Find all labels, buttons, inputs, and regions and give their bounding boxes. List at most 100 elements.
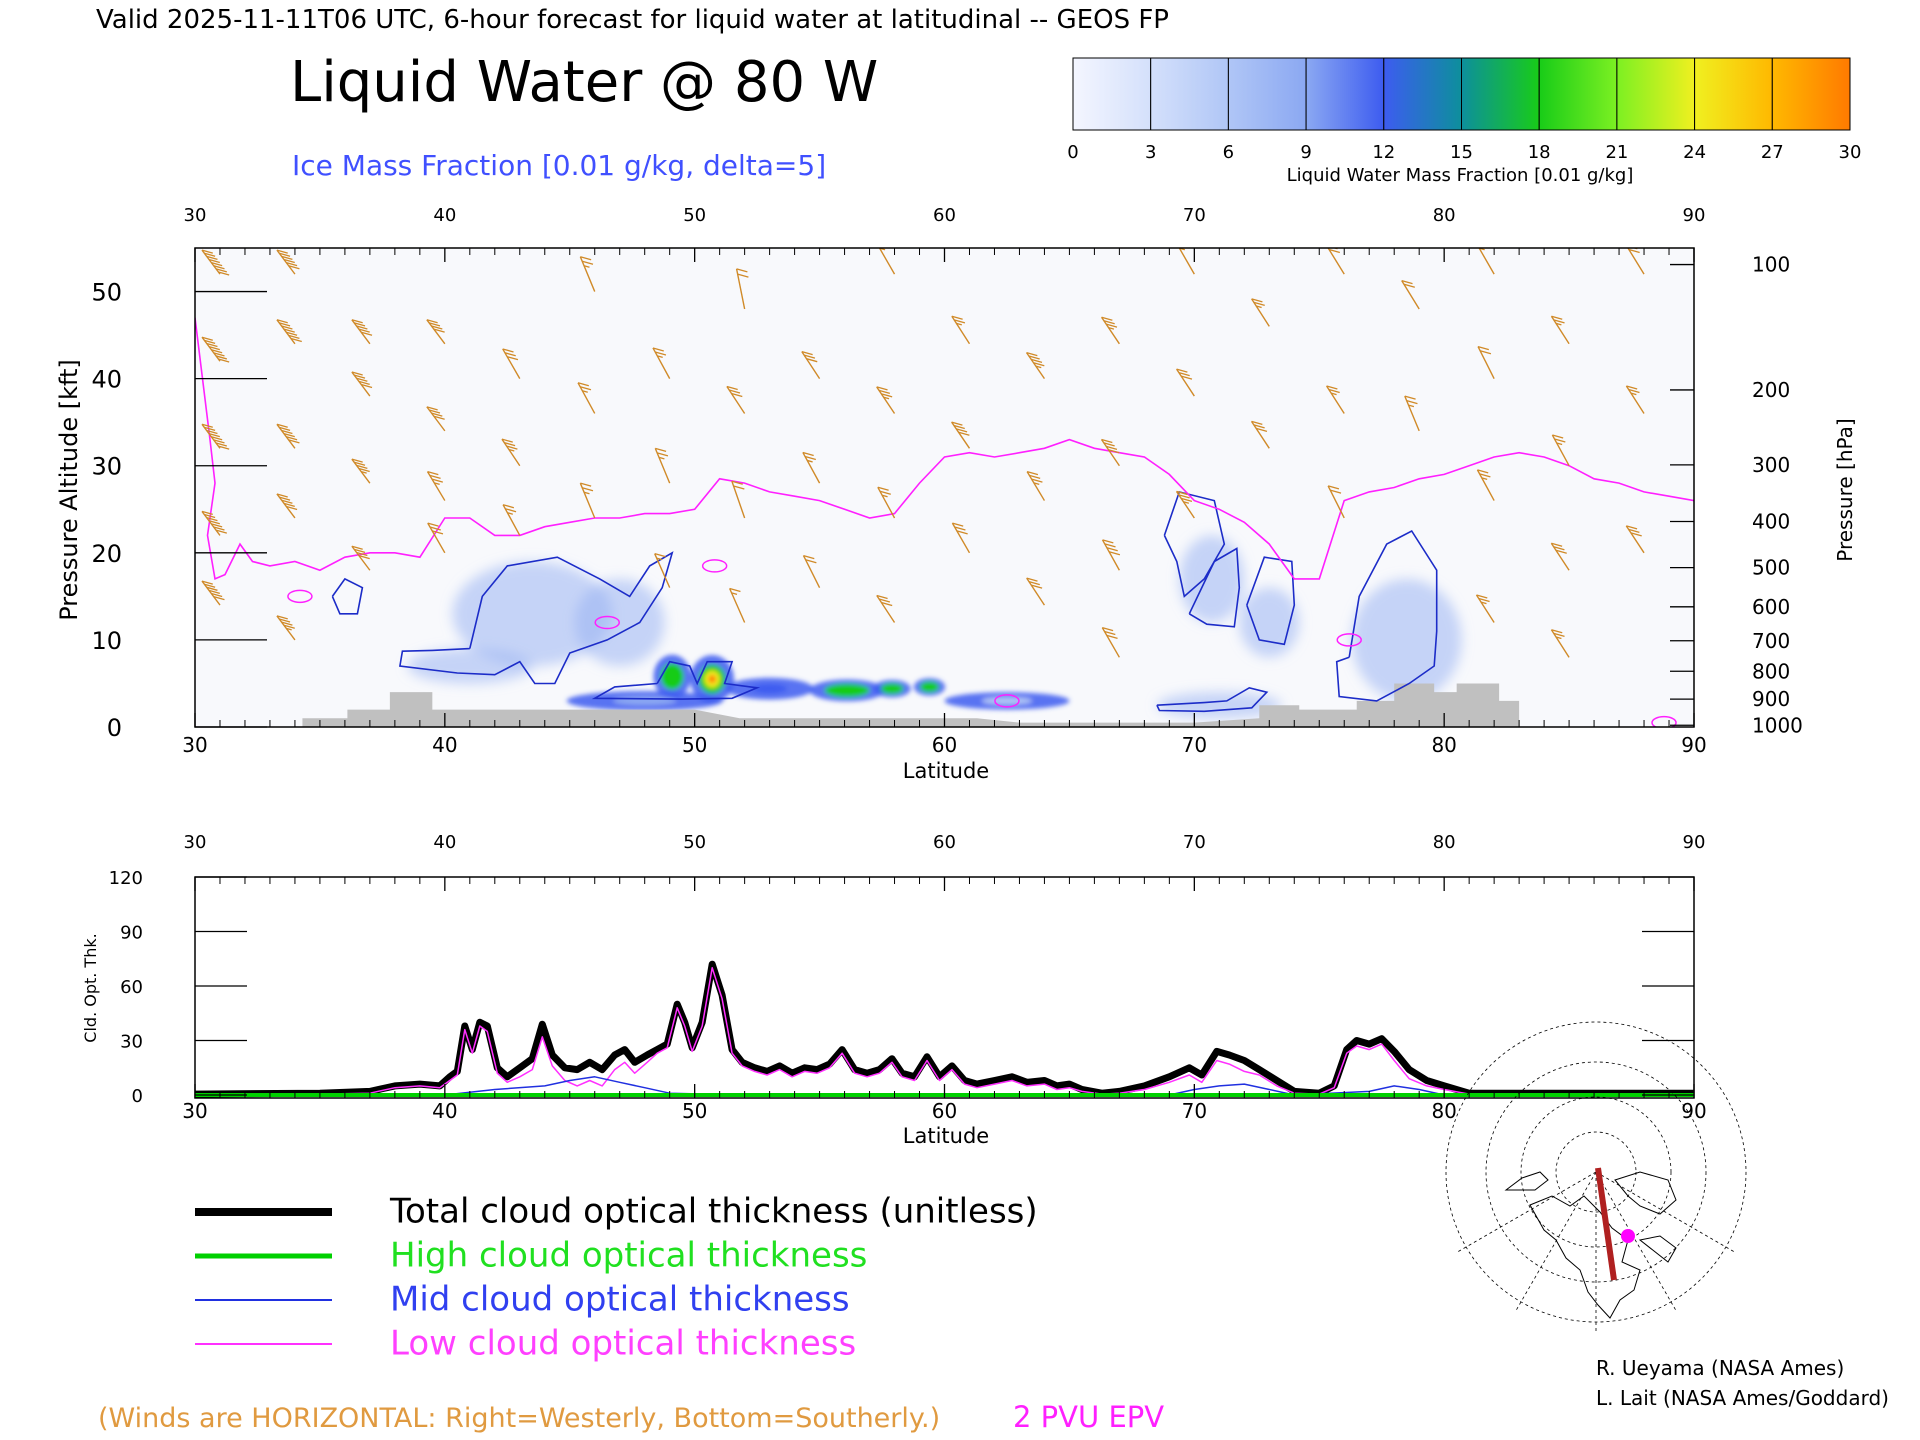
colorbar: 0 3 6 9 12 15 18 21 24 27 30 Liquid Water Mass Fra… — [1067, 57, 1862, 186]
wind-barb — [1550, 542, 1570, 571]
wind-barb — [654, 447, 671, 484]
wind-barb — [579, 482, 596, 519]
map-graticule — [1515, 1171, 1597, 1311]
wind-barb — [426, 319, 446, 345]
colorbar-cell — [1461, 57, 1540, 131]
liquid-water-core — [824, 683, 870, 697]
colorbar-cell — [1694, 57, 1773, 131]
x-tick-label-top: 60 — [933, 832, 956, 853]
wind-barb — [876, 386, 896, 414]
colorbar-cell — [1227, 57, 1307, 131]
x-tick-label-top: 50 — [683, 205, 706, 226]
x-tick-label: 60 — [932, 1099, 957, 1123]
liquid-water-core — [708, 674, 717, 684]
ice-contour — [1188, 547, 1241, 628]
plot-background — [195, 248, 1694, 727]
map-graticule — [1457, 1171, 1597, 1253]
legend-low: Low cloud optical thickness — [390, 1324, 856, 1364]
colorbar-label: Liquid Water Mass Fraction [0.01 g/kg] — [1287, 165, 1634, 186]
liquid-water-core — [920, 681, 939, 693]
ice-contour — [398, 551, 674, 685]
x-tick-label: 90 — [1681, 1099, 1706, 1123]
liquid-water-core — [752, 684, 788, 694]
colorbar-tick-label: 9 — [1300, 142, 1311, 163]
wind-barb — [276, 319, 302, 345]
wind-barb — [1550, 629, 1570, 658]
wind-barb — [351, 319, 373, 345]
legend-mid: Mid cloud optical thickness — [390, 1280, 850, 1320]
ice-contour — [1156, 686, 1269, 713]
y-tick-label: 50 — [91, 279, 122, 307]
pressure-tick-label: 600 — [1752, 595, 1790, 619]
ice-contour — [331, 577, 364, 615]
wind-barb — [735, 268, 749, 310]
credit-lait: L. Lait (NASA Ames/Goddard) — [1596, 1386, 1889, 1410]
wind-barb — [201, 510, 227, 536]
colorbar-tick-label: 15 — [1450, 142, 1473, 163]
colorbar-cell — [1616, 57, 1696, 131]
map-graticule — [1485, 1061, 1707, 1283]
wind-barb — [654, 553, 671, 588]
y-tick-label: 30 — [120, 1032, 143, 1053]
x-tick-label: 60 — [932, 733, 957, 757]
pressure-tick-label: 100 — [1752, 253, 1790, 277]
map-coastline — [1638, 1235, 1677, 1263]
x-tick-label-top: 30 — [184, 205, 207, 226]
cross-section-panel: 3030404050506060707080809090010203040501… — [55, 205, 1857, 783]
wind-barb — [577, 382, 596, 414]
wind-barb — [951, 315, 971, 345]
wind-barb — [1101, 627, 1120, 658]
legend-high: High cloud optical thickness — [390, 1236, 867, 1276]
map-coastline — [1529, 1195, 1641, 1319]
map-graticule — [1595, 1171, 1677, 1311]
colorbar-cell — [1072, 57, 1152, 131]
wind-barb — [726, 385, 746, 414]
wind-barb — [1026, 470, 1046, 501]
pressure-tick-label: 800 — [1752, 659, 1790, 683]
liquid-water-core — [880, 683, 904, 694]
wind-barb — [1100, 438, 1120, 467]
legend: Total cloud optical thickness (unitless)… — [195, 1192, 1038, 1364]
wind-barb — [351, 545, 371, 571]
epv-loop — [701, 559, 728, 573]
y-tick-label: 0 — [132, 1086, 143, 1107]
x-tick-label-top: 50 — [683, 832, 706, 853]
y-tick-label: 20 — [91, 540, 122, 568]
wind-barb — [1477, 345, 1495, 379]
ice-mass-blob — [407, 648, 533, 684]
wind-barb — [731, 480, 746, 519]
colorbar-tick-label: 18 — [1528, 142, 1551, 163]
pressure-tick-label: 1000 — [1752, 713, 1803, 737]
credit-ueyama: R. Ueyama (NASA Ames) — [1596, 1356, 1844, 1380]
wind-barb — [877, 486, 896, 519]
y-tick-label: 60 — [120, 977, 143, 998]
map-marker — [1621, 1229, 1635, 1243]
top-ylabel-left: Pressure Altitude [kft] — [55, 359, 83, 621]
wind-barb — [1026, 577, 1046, 606]
colorbar-tick-label: 12 — [1372, 142, 1395, 163]
x-tick-label-top: 70 — [1183, 832, 1206, 853]
x-tick-label: 50 — [682, 1099, 707, 1123]
bottom-xlabel: Latitude — [903, 1124, 989, 1148]
colorbar-tick-label: 30 — [1839, 142, 1862, 163]
ice-contour — [1335, 529, 1438, 702]
pressure-tick-label: 500 — [1752, 556, 1790, 580]
wind-barb — [876, 594, 896, 623]
wind-barb — [951, 522, 971, 554]
colorbar-tick-label: 27 — [1761, 142, 1784, 163]
wind-barb — [652, 347, 671, 379]
x-tick-label-top: 60 — [933, 205, 956, 226]
wind-barb — [1551, 434, 1570, 467]
wind-barb — [1327, 485, 1345, 519]
ice-contour — [1246, 556, 1296, 646]
wind-barb — [1401, 279, 1420, 310]
map-coastline — [1614, 1171, 1677, 1215]
top-ylabel-right: Pressure [hPa] — [1833, 418, 1857, 561]
total-optical-thickness-line — [195, 960, 1694, 1098]
liquid-water-core — [660, 663, 684, 690]
colorbar-cell — [1771, 57, 1851, 131]
liquid-water-core — [981, 697, 1032, 705]
colorbar-cell — [1538, 57, 1618, 131]
wind-barb — [502, 504, 521, 536]
